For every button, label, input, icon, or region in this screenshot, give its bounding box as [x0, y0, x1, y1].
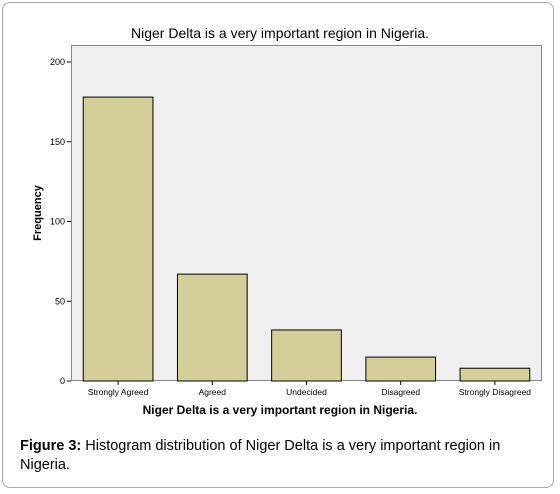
- y-axis-label: Frequency: [32, 185, 44, 241]
- bar-4: [366, 357, 436, 381]
- x-axis-label: Niger Delta is a very important region i…: [0, 403, 560, 417]
- x-tick-label: Agreed: [199, 387, 227, 397]
- x-tick-label: Strongly Agreed: [88, 387, 149, 397]
- bar-1: [83, 97, 153, 381]
- y-tick-label: 0: [60, 376, 65, 386]
- y-tick-label: 50: [55, 296, 65, 306]
- caption-label: Figure 3:: [20, 438, 81, 454]
- y-tick-label: 100: [50, 217, 65, 227]
- x-tick-label: Disagreed: [381, 387, 420, 397]
- y-tick-label: 150: [50, 137, 65, 147]
- bar-3: [272, 330, 342, 381]
- y-tick-label: 200: [50, 57, 65, 67]
- x-tick-label: Undecided: [286, 387, 327, 397]
- figure-caption: Figure 3: Histogram distribution of Nige…: [20, 437, 545, 475]
- bar-2: [177, 274, 247, 381]
- x-tick-label: Strongly Disagreed: [459, 387, 532, 397]
- caption-text: Histogram distribution of Niger Delta is…: [20, 438, 500, 473]
- bar-5: [460, 368, 530, 381]
